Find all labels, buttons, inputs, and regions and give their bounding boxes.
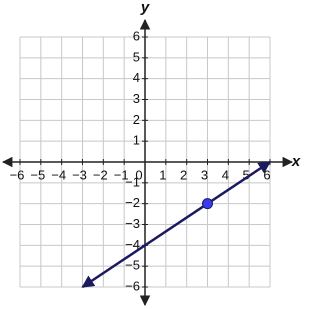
y-tick-label: 2 <box>133 112 140 127</box>
y-axis-label: y <box>140 0 150 16</box>
x-tick-label: 1 <box>159 167 166 182</box>
y-tick-label: 5 <box>133 49 140 64</box>
y-tick-label: −3 <box>125 216 140 231</box>
y-tick-label: 3 <box>133 91 140 106</box>
y-tick-label: 6 <box>133 28 140 43</box>
y-tick-label: −2 <box>125 195 140 210</box>
x-tick-label: −6 <box>10 167 25 182</box>
x-tick-label: 2 <box>180 167 187 182</box>
y-tick-label: −5 <box>125 258 140 273</box>
y-tick-label: 4 <box>133 70 140 85</box>
x-tick-label: −5 <box>30 167 45 182</box>
x-tick-label: −2 <box>93 167 108 182</box>
x-tick-label: 3 <box>201 167 208 182</box>
x-axis-label: x <box>291 153 301 170</box>
y-tick-label: 1 <box>133 133 140 148</box>
x-tick-label: −4 <box>51 167 66 182</box>
y-tick-label: −6 <box>125 278 140 293</box>
x-tick-label: 4 <box>222 167 229 182</box>
y-tick-label: −1 <box>125 174 140 189</box>
point <box>202 198 213 210</box>
x-tick-label: 6 <box>263 167 270 182</box>
chart: x y −6 −5 −4 −3 −2 −1 0 1 2 3 4 5 6−6−5−4−3−2−112345… <box>1 0 301 307</box>
line <box>81 160 272 289</box>
x-tick-label: −3 <box>72 167 87 182</box>
